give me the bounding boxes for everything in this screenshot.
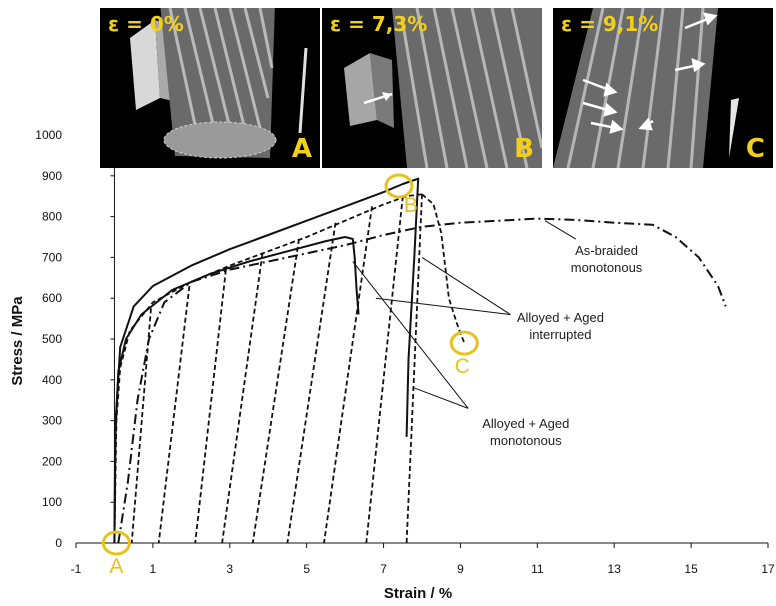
annotation-leader <box>352 261 469 409</box>
annotation-line: interrupted <box>529 327 591 342</box>
y-tick-label: 700 <box>42 250 62 264</box>
annotation-leader <box>544 220 577 240</box>
annotation-line: Alloyed + Aged <box>482 416 569 431</box>
annotation-label: As-braided monotonous <box>571 243 643 275</box>
x-tick-label: 5 <box>303 562 310 576</box>
series-interrupted-cycle <box>157 285 191 544</box>
x-tick-label: 9 <box>457 562 464 576</box>
x-tick-label: 3 <box>226 562 233 576</box>
series-layer <box>113 177 727 544</box>
x-tick-label: 7 <box>380 562 387 576</box>
marker-label: C <box>455 355 470 378</box>
inset-image-b: ε = 7,3% B <box>322 8 542 168</box>
y-tick-label: 100 <box>42 495 62 509</box>
marker-label: A <box>109 555 123 578</box>
axes: -1 1 3 5 7 9 11 13 15 170100200300400500600700800… <box>35 128 775 576</box>
inset-strain-label: ε = 0% <box>108 12 184 36</box>
x-axis-label: Strain / % <box>384 585 452 602</box>
y-tick-label: 400 <box>42 373 62 387</box>
annotations: As-braided monotonous Alloyed + Aged interr… <box>101 173 643 578</box>
y-tick-label: 900 <box>42 169 62 183</box>
inset-tag: C <box>745 134 765 164</box>
series-interrupted-cycle <box>286 222 337 544</box>
inset-strain-label: ε = 7,3% <box>330 12 428 36</box>
series-interrupted-cycle <box>323 206 373 544</box>
annotation-label: Alloyed + Aged interrupted <box>517 310 604 342</box>
y-tick-label: 200 <box>42 454 62 468</box>
y-tick-label: 500 <box>42 332 62 346</box>
y-tick-label: 0 <box>55 536 62 550</box>
inset-tag: A <box>291 134 312 164</box>
marker-circle <box>101 530 131 556</box>
annotation-leader <box>414 387 469 409</box>
marker-circle <box>384 173 414 199</box>
marker-circle <box>449 330 479 356</box>
x-tick-label: -1 <box>71 562 82 576</box>
annotation-line: monotonous <box>571 260 643 275</box>
fiber-tomography-c <box>553 8 739 168</box>
inset-strain-label: ε = 9,1% <box>561 12 659 36</box>
x-tick-label: 13 <box>608 562 622 576</box>
annotation-line: monotonous <box>490 433 562 448</box>
fiber-tomography-a <box>130 8 308 159</box>
x-tick-label: 15 <box>684 562 698 576</box>
inset-image-c: ε = 9,1% C <box>553 8 773 168</box>
series-interrupted-drop <box>421 193 466 344</box>
y-tick-label: 600 <box>42 291 62 305</box>
annotation-line: Alloyed + Aged <box>517 310 604 325</box>
annotation-label: Alloyed + Aged monotonous <box>482 416 569 448</box>
series-interrupted-cycle <box>194 269 227 544</box>
inset-image-a: ε = 0% A <box>100 8 320 168</box>
fiber-tomography-b <box>344 8 542 168</box>
x-tick-label: 11 <box>531 562 544 576</box>
y-tick-label: 300 <box>42 414 62 428</box>
y-tick-label: 1000 <box>35 128 62 142</box>
series-interrupted-cycle <box>405 194 423 544</box>
series-interrupted-cycle <box>130 308 152 544</box>
y-tick-label: 800 <box>42 210 62 224</box>
marker-label: B <box>404 194 418 217</box>
x-tick-label: 1 <box>150 562 157 576</box>
series-interrupted-cycle <box>251 238 300 544</box>
inset-tag: B <box>514 134 534 164</box>
annotation-line: As-braided <box>575 243 638 258</box>
series-monotonous-line <box>113 236 360 544</box>
annotation-leader <box>375 297 511 316</box>
y-axis-label: Stress / MPa <box>9 296 26 386</box>
annotation-leader <box>421 256 511 315</box>
series-monotonous-line <box>113 177 420 544</box>
x-tick-label: 17 <box>761 562 775 576</box>
series-interrupted-cycle <box>221 253 264 544</box>
series-as-braided-line <box>117 217 727 544</box>
series-interrupted-envelope <box>113 193 423 544</box>
series-interrupted-cycle <box>365 196 404 544</box>
